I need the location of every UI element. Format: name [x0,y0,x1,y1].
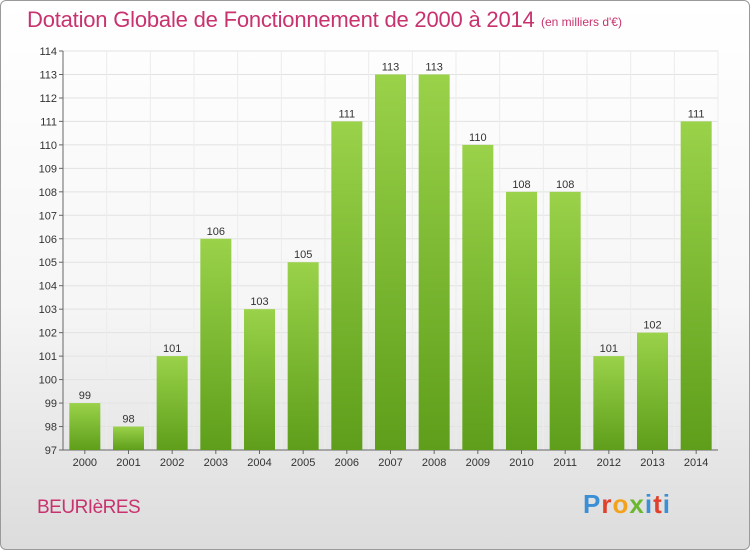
logo-letter: t [653,489,663,519]
data-label: 103 [250,296,268,308]
x-tick-label: 2002 [160,457,184,469]
logo-letter: x [629,489,645,519]
bar [331,121,363,450]
bar [506,191,537,450]
x-tick-label: 2010 [509,457,533,469]
data-label: 113 [425,61,443,73]
y-tick-label: 104 [39,281,57,293]
bar [462,144,494,450]
commune-name: BEURIèRES [37,497,141,518]
labels: 97 98 99 100 101 102 103 104 105 106 107 108 109 110 1… [39,46,709,469]
x-tick-label: 2006 [335,457,359,469]
x-tick-label: 2014 [684,457,708,469]
data-label: 108 [512,179,530,191]
data-label: 101 [600,343,618,355]
y-tick-label: 112 [39,93,57,105]
y-tick-label: 106 [39,234,57,246]
data-label: 111 [688,108,705,120]
bar [287,262,319,450]
x-tick-label: 2011 [553,457,577,469]
x-tick-label: 2007 [378,457,402,469]
data-label: 98 [122,414,134,426]
y-tick-label: 105 [39,257,57,269]
y-tick-label: 98 [45,422,57,434]
x-tick-label: 2001 [116,457,140,469]
bar [244,309,275,450]
data-label: 113 [382,61,400,73]
y-tick-label: 111 [40,116,57,128]
bar [549,191,581,450]
y-tick-label: 99 [45,398,57,410]
bar [156,356,188,450]
y-tick-label: 110 [39,140,57,152]
data-label: 111 [338,108,355,120]
y-tick-label: 103 [39,304,57,316]
bar [375,74,406,451]
x-tick-label: 2003 [204,457,228,469]
data-label: 108 [556,179,574,191]
y-tick-label: 109 [39,163,57,175]
data-label: 110 [469,132,487,144]
data-label: 99 [79,390,91,402]
data-label: 101 [163,343,181,355]
y-tick-label: 102 [39,328,57,340]
bar [200,238,232,450]
y-tick-label: 107 [39,210,57,222]
proxiti-logo: Proxiti [583,489,671,520]
x-tick-label: 2013 [640,457,664,469]
logo-letter: P [583,489,602,519]
bar [69,403,101,450]
bar [593,356,625,450]
y-tick-label: 114 [39,46,57,58]
x-tick-label: 2012 [597,457,621,469]
logo-letter: i [644,489,654,519]
y-tick-label: 108 [39,187,57,199]
bar [680,121,712,450]
logo-letter: o [612,489,630,519]
logo-letter: r [601,489,613,519]
bar [113,426,144,450]
y-tick-label: 101 [39,351,57,363]
chart-subtitle: (en milliers d'€) [541,15,622,29]
data-label: 102 [643,320,661,332]
chart-title: Dotation Globale de Fonctionnement de 20… [27,7,535,32]
data-label: 105 [294,249,312,261]
bar [637,332,668,450]
y-tick-label: 113 [39,69,57,81]
x-tick-label: 2009 [466,457,490,469]
bars [69,74,712,451]
x-tick-label: 2005 [291,457,315,469]
y-tick-label: 97 [45,445,57,457]
x-tick-label: 2000 [73,457,97,469]
x-tick-label: 2004 [247,457,271,469]
logo-letter: i [662,489,671,519]
data-label: 106 [207,226,225,238]
bar [418,74,450,451]
x-tick-label: 2008 [422,457,446,469]
y-tick-label: 100 [39,375,57,387]
